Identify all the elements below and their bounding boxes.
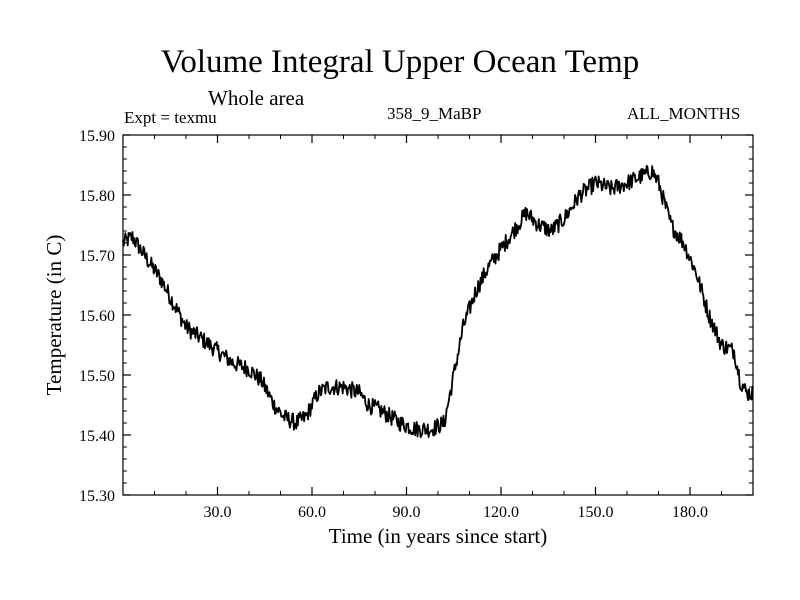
x-tick-label: 60.0 <box>298 504 326 521</box>
x-axis-label: Time (in years since start) <box>329 524 548 548</box>
y-axis-label: Temperature (in C) <box>42 235 66 396</box>
y-tick-label: 15.80 <box>79 188 115 205</box>
x-tick-label: 30.0 <box>204 504 232 521</box>
x-tick-label: 90.0 <box>393 504 421 521</box>
y-tick-label: 15.50 <box>79 368 115 385</box>
temperature-series-line <box>122 164 754 439</box>
months-label: ALL_MONTHS <box>627 104 741 123</box>
y-tick-label: 15.30 <box>79 488 115 505</box>
experiment-label: Expt = texmu <box>124 108 217 127</box>
x-tick-label: 150.0 <box>578 504 614 521</box>
chart-subtitle: Whole area <box>208 86 305 110</box>
x-tick-label: 180.0 <box>672 504 708 521</box>
run-label: 358_9_MaBP <box>387 104 482 123</box>
x-tick-label: 120.0 <box>483 504 519 521</box>
y-tick-label: 15.40 <box>79 428 115 445</box>
chart-title: Volume Integral Upper Ocean Temp <box>160 44 640 80</box>
y-tick-label: 15.60 <box>79 308 115 325</box>
y-tick-label: 15.90 <box>79 128 115 145</box>
y-tick-label: 15.70 <box>79 248 115 265</box>
